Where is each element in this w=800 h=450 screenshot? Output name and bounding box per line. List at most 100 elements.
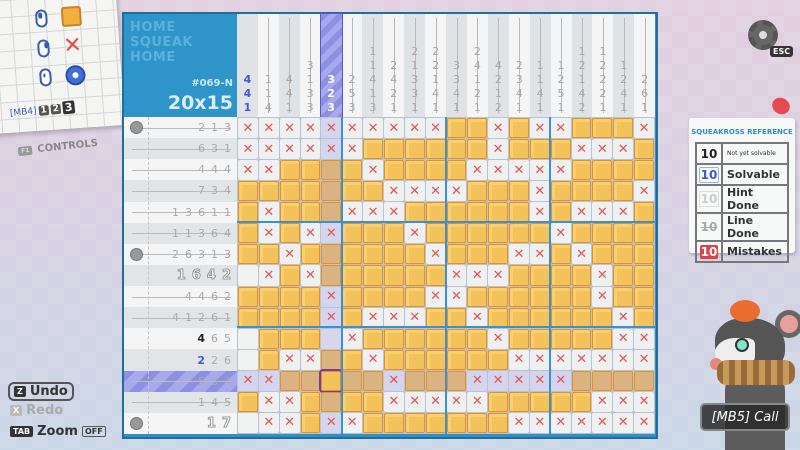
filled-cell[interactable] <box>509 202 529 223</box>
filled-cell[interactable] <box>446 349 467 370</box>
filled-cell[interactable] <box>300 307 321 328</box>
crossed-cell[interactable] <box>363 118 383 138</box>
crossed-cell[interactable] <box>592 139 613 159</box>
crossed-cell[interactable] <box>446 286 467 307</box>
crossed-cell[interactable] <box>404 307 425 328</box>
filled-cell[interactable] <box>404 349 425 370</box>
filled-cell[interactable] <box>529 391 550 412</box>
filled-cell[interactable] <box>342 223 363 244</box>
filled-cell[interactable] <box>467 244 488 265</box>
crossed-cell[interactable] <box>425 244 446 265</box>
crossed-cell[interactable] <box>342 328 363 349</box>
filled-cell[interactable] <box>383 160 404 181</box>
crossed-cell[interactable] <box>342 118 363 138</box>
filled-cell[interactable] <box>279 286 300 307</box>
filled-cell[interactable] <box>571 328 592 349</box>
crossed-cell[interactable] <box>571 244 592 265</box>
crossed-cell[interactable] <box>258 118 279 138</box>
crossed-cell[interactable] <box>634 328 654 349</box>
crossed-cell[interactable] <box>279 412 300 433</box>
filled-cell[interactable] <box>550 181 571 202</box>
crossed-cell[interactable] <box>488 265 509 286</box>
filled-cell[interactable] <box>383 223 404 244</box>
filled-cell[interactable] <box>425 160 446 181</box>
crossed-cell[interactable] <box>550 370 571 391</box>
filled-cell[interactable] <box>467 349 488 370</box>
crossed-cell[interactable] <box>529 181 550 201</box>
crossed-cell[interactable] <box>529 202 550 222</box>
filled-cell[interactable] <box>613 244 634 265</box>
filled-cell[interactable] <box>300 391 321 412</box>
crossed-cell[interactable] <box>571 139 592 159</box>
filled-cell[interactable] <box>279 223 300 244</box>
crossed-cell[interactable] <box>321 139 342 159</box>
filled-cell[interactable] <box>425 370 446 391</box>
crossed-cell[interactable] <box>488 118 509 138</box>
filled-cell[interactable] <box>404 265 425 286</box>
tool-cross-row[interactable]: ✕ <box>36 33 83 59</box>
filled-cell[interactable] <box>446 202 467 223</box>
filled-cell[interactable] <box>321 181 342 202</box>
crossed-cell[interactable] <box>592 349 613 370</box>
filled-cell[interactable] <box>383 328 404 349</box>
crossed-cell[interactable] <box>342 412 363 433</box>
filled-cell[interactable] <box>467 181 488 202</box>
filled-cell[interactable] <box>321 265 342 286</box>
filled-cell[interactable] <box>446 139 467 160</box>
crossed-cell[interactable] <box>634 412 654 433</box>
filled-cell[interactable] <box>509 286 529 307</box>
filled-cell[interactable] <box>383 286 404 307</box>
filled-cell[interactable] <box>571 118 592 139</box>
filled-cell[interactable] <box>613 370 634 391</box>
filled-cell[interactable] <box>467 328 488 349</box>
filled-cell[interactable] <box>319 368 344 393</box>
filled-cell[interactable] <box>488 202 509 223</box>
empty-cell[interactable] <box>238 349 258 370</box>
mb4-selector[interactable]: [MB4] 1 2 3 <box>9 100 76 120</box>
filled-cell[interactable] <box>592 160 613 181</box>
filled-cell[interactable] <box>363 139 383 160</box>
crossed-cell[interactable] <box>321 286 342 307</box>
filled-cell[interactable] <box>571 307 592 328</box>
crossed-cell[interactable] <box>488 328 509 349</box>
crossed-cell[interactable] <box>321 412 342 433</box>
crossed-cell[interactable] <box>300 118 321 138</box>
crossed-cell[interactable] <box>383 118 404 138</box>
filled-cell[interactable] <box>404 202 425 223</box>
filled-cell[interactable] <box>383 265 404 286</box>
filled-cell[interactable] <box>613 286 634 307</box>
filled-cell[interactable] <box>488 223 509 244</box>
filled-cell[interactable] <box>342 307 363 328</box>
crossed-cell[interactable] <box>509 160 529 180</box>
filled-cell[interactable] <box>613 181 634 202</box>
filled-cell[interactable] <box>550 307 571 328</box>
crossed-cell[interactable] <box>446 181 467 201</box>
filled-cell[interactable] <box>300 286 321 307</box>
crossed-cell[interactable] <box>446 391 467 412</box>
filled-cell[interactable] <box>467 412 488 433</box>
filled-cell[interactable] <box>509 328 529 349</box>
crossed-cell[interactable] <box>258 160 279 180</box>
filled-cell[interactable] <box>425 328 446 349</box>
filled-cell[interactable] <box>425 349 446 370</box>
filled-cell[interactable] <box>300 160 321 181</box>
crossed-cell[interactable] <box>258 370 279 391</box>
crossed-cell[interactable] <box>592 412 613 433</box>
filled-cell[interactable] <box>363 244 383 265</box>
crossed-cell[interactable] <box>363 160 383 180</box>
filled-cell[interactable] <box>279 370 300 391</box>
crossed-cell[interactable] <box>383 181 404 201</box>
crossed-cell[interactable] <box>258 139 279 159</box>
filled-cell[interactable] <box>488 181 509 202</box>
filled-cell[interactable] <box>363 265 383 286</box>
empty-cell[interactable] <box>238 265 258 286</box>
filled-cell[interactable] <box>613 223 634 244</box>
filled-cell[interactable] <box>425 265 446 286</box>
empty-cell[interactable] <box>238 412 258 433</box>
filled-cell[interactable] <box>404 244 425 265</box>
filled-cell[interactable] <box>446 307 467 328</box>
